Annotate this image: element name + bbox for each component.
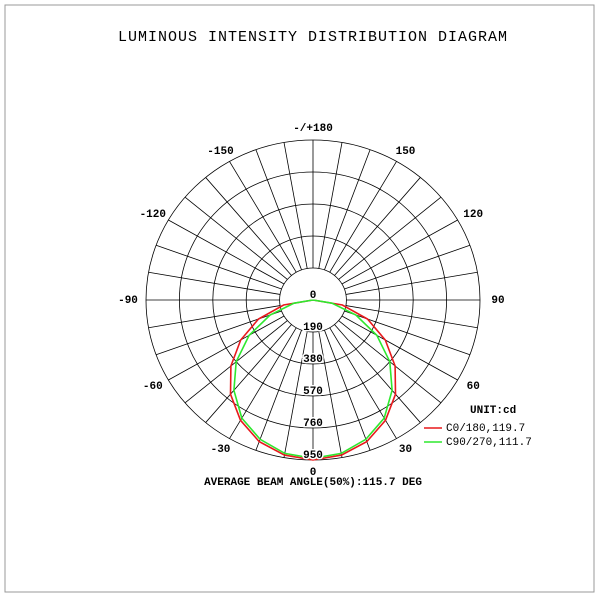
angle-tick-label: 150 [396,146,416,158]
series-line [229,299,397,461]
angle-tick-label: 90 [491,295,504,307]
footer: AVERAGE BEAM ANGLE(50%):115.7 DEG [204,477,422,489]
spoke [334,324,421,423]
legend-label: C90/270,111.7 [446,437,532,449]
angle-tick-label: 60 [467,381,480,393]
spoke [229,161,297,273]
radial-tick-label: 760 [303,418,323,430]
spoke [345,305,478,329]
angle-tick-label: 30 [399,444,412,456]
radial-tick-label: 950 [303,450,323,462]
spoke [341,315,458,381]
spoke [324,149,371,271]
spoke [255,149,302,271]
angle-tick-label: -/+180 [293,123,333,135]
legend-label: C0/180,119.7 [446,423,525,435]
angle-tick-label: -90 [118,295,138,307]
spoke [338,196,442,280]
angle-tick-label: -60 [143,381,163,393]
spoke [148,271,281,295]
angle-tick-label: 120 [463,209,483,221]
spoke [318,331,343,458]
spoke [205,324,292,423]
chart-title: LUMINOUS INTENSITY DISTRIBUTION DIAGRAM [118,29,508,46]
radial-tick-label: 190 [303,322,323,334]
spoke [168,315,285,381]
spoke [155,244,282,290]
spoke [341,219,458,285]
spoke [168,219,285,285]
spoke [329,161,397,273]
spoke [148,305,281,329]
angle-tick-label: 0 [310,467,317,479]
spoke [324,329,371,451]
spoke [345,271,478,295]
radial-tick-label: 0 [310,290,317,302]
frame [4,4,595,593]
angle-tick-label: -120 [140,209,166,221]
spoke [255,329,302,451]
spoke [318,142,343,269]
series-line [233,299,393,460]
unit-label: UNIT:cd [470,405,516,417]
spoke [283,331,308,458]
radial-tick-label: 570 [303,386,323,398]
spoke [344,244,471,290]
spoke [283,142,308,269]
spoke [184,196,288,280]
spoke [334,177,421,276]
angle-tick-label: -30 [211,444,231,456]
spoke [205,177,292,276]
angle-tick-label: -150 [207,146,233,158]
radial-tick-label: 380 [303,354,323,366]
